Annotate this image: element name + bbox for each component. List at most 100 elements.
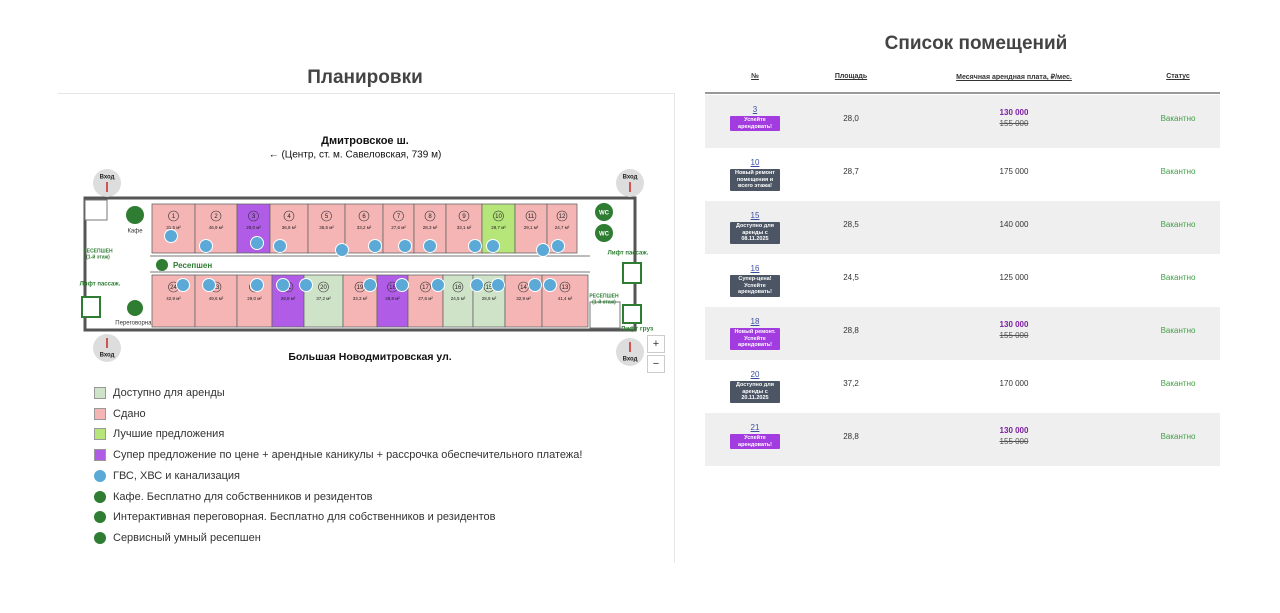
water-icon	[335, 243, 349, 257]
legend-icon	[94, 407, 106, 420]
room-number-bg	[493, 210, 504, 222]
price: 130 000	[999, 108, 1029, 117]
room-link[interactable]: 21	[750, 423, 760, 432]
status: Вакантно	[1160, 273, 1196, 282]
table-row: 20 Доступно для аренды с 20.11.2025 37,2 17…	[705, 360, 1220, 413]
lift-label: Лифт пассаж.	[608, 250, 649, 257]
old-price: 155 000	[999, 331, 1029, 340]
price: 170 000	[999, 379, 1029, 388]
room-area: 28,3 м²	[423, 225, 438, 230]
status: Вакантно	[1160, 379, 1196, 388]
room-number: 4	[287, 214, 291, 220]
legend-icon	[94, 511, 106, 524]
room-number: 23	[213, 285, 220, 291]
room-number-bg	[452, 281, 464, 293]
price-cell: 125 000	[1000, 273, 1029, 282]
direction: ← (Центр, ст. м. Савеловская, 739 м)	[269, 150, 442, 161]
room-number-bg	[556, 210, 568, 222]
reception-label: (1-й этаж)	[86, 253, 110, 260]
room-number: 8	[428, 214, 432, 220]
reception-label: РЕСЕПШЕН	[83, 248, 113, 254]
room-link[interactable]: 10	[750, 158, 760, 167]
legend-item: Лучшие предложения	[94, 426, 224, 442]
water-icon	[468, 239, 482, 253]
room-area: 32,9 м²	[516, 296, 531, 301]
room-number-bg	[358, 210, 370, 222]
room-area: 29,1 м²	[524, 225, 539, 230]
room-number: 20	[320, 285, 327, 291]
room-area: 46,9 м²	[209, 225, 224, 230]
number-cell: 21 Успейте арендовать!	[730, 423, 780, 449]
info-icon	[156, 259, 168, 271]
lift-label: Лифт груз	[621, 326, 654, 333]
price: 140 000	[999, 220, 1029, 229]
legend-icon	[94, 531, 106, 544]
room-area: 24,7 м²	[555, 225, 570, 230]
badge: Доступно для аренды с 08.11.2025	[730, 222, 780, 244]
entrance-label: Вход	[623, 175, 638, 181]
room-area: 27,6 м²	[418, 296, 433, 301]
wc-label: WC	[599, 211, 610, 217]
badge: Доступно для аренды с 20.11.2025	[730, 381, 780, 403]
water-icon	[202, 278, 216, 292]
room-number: 11	[528, 214, 535, 220]
zoom-in[interactable]: +	[647, 335, 665, 353]
room-number-bg	[525, 210, 537, 222]
room-area: 31,5 м²	[166, 225, 181, 230]
legend-icon	[94, 428, 106, 441]
water-icon	[431, 278, 445, 292]
legend-icon	[94, 387, 106, 399]
legend-item: Супер предложение по цене + арендные кан…	[94, 447, 582, 463]
room-number: 5	[325, 214, 329, 220]
lift-icon	[81, 296, 101, 318]
room-area: 33,3 м²	[353, 296, 368, 301]
room-link[interactable]: 20	[750, 370, 760, 379]
list-title: Список помещений	[884, 33, 1068, 54]
room-area: 36,5 м²	[319, 225, 334, 230]
table-row: 3 Успейте арендовать! 28,0 130 000 155 000 Ва…	[705, 95, 1220, 148]
meeting-label: Переговорная	[115, 321, 154, 327]
street: Большая Новодмитровская ул.	[288, 351, 451, 363]
room-number-bg	[210, 210, 222, 222]
room-number: 17	[422, 285, 429, 291]
lift-icon	[622, 304, 642, 324]
header: Площадь	[834, 73, 868, 80]
room-link[interactable]: 3	[752, 105, 758, 114]
legend-item: ГВС, ХВС и канализация	[94, 468, 240, 484]
table-row: 21 Успейте арендовать! 28,8 130 000 155 000 В…	[705, 413, 1220, 466]
room-number-bg	[318, 281, 329, 293]
entrance-label: Вход	[100, 353, 115, 359]
badge: Новый ремонт. Успейте арендовать!	[730, 328, 780, 350]
price: 130 000	[999, 426, 1029, 435]
status: Вакантно	[1160, 432, 1196, 441]
room-number: 24	[170, 285, 177, 291]
status: Вакантно	[1160, 326, 1196, 335]
room-number-bg	[458, 210, 470, 222]
badge: Новый ремонт помещения и всего этажа!	[730, 169, 780, 191]
wc-icon	[595, 203, 613, 221]
legend-item: Сервисный умный ресепшен	[94, 530, 261, 546]
wc-icon	[595, 224, 613, 242]
room-area: 28,8 м²	[281, 296, 296, 301]
water-icon	[368, 239, 382, 253]
room-link[interactable]: 15	[750, 211, 760, 220]
divider	[58, 93, 675, 94]
header: Месячная арендная плата, ₽/мес.	[956, 74, 1072, 81]
room-number: 14	[520, 285, 527, 291]
room-link[interactable]: 18	[750, 317, 760, 326]
room	[151, 203, 196, 254]
room-area: 33,1 м²	[457, 225, 472, 230]
entrance-label: Вход	[100, 175, 115, 181]
room	[194, 274, 238, 328]
room-number: 16	[455, 285, 462, 291]
room-area: 33,2 м²	[357, 225, 372, 230]
floor-plan: Дмитровское ш. ← (Центр, ст. м. Савеловс…	[80, 135, 654, 366]
zoom-out[interactable]: −	[647, 355, 665, 373]
room-number: 3	[252, 214, 256, 220]
wc-label: WC	[599, 232, 610, 238]
room-area: 37,2 м²	[316, 296, 331, 301]
room-link[interactable]: 16	[750, 264, 760, 273]
legend-text: Лучшие предложения	[113, 428, 225, 441]
badge: Супер-цена! Успейте арендовать!	[730, 275, 780, 297]
